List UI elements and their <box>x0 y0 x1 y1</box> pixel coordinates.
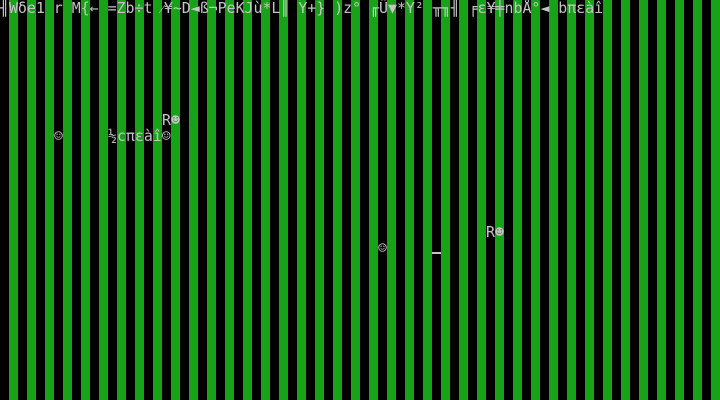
text-line-8: ½cπεàî☺ <box>108 127 171 145</box>
text-line-0: ╢Wδe1 r M{← =Zb÷t ⁄¥~D◄ß¬PeKJù*L║ Y+} )z… <box>0 0 604 17</box>
text-line-7: R☻ <box>162 111 180 129</box>
text-line-14: R☻ <box>486 223 504 241</box>
smiley-glyph-2: ☺ <box>378 239 387 257</box>
text-cursor <box>432 252 441 254</box>
smiley-glyph: ☺ <box>54 127 63 145</box>
